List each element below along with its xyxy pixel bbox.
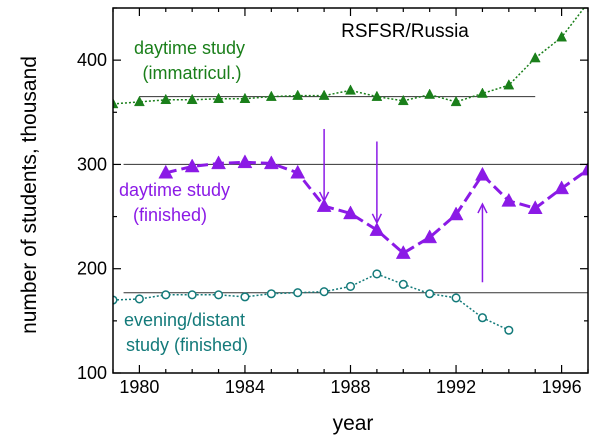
y-tick-label-200: 200	[77, 259, 107, 279]
x-tick-label-1984: 1984	[225, 377, 265, 397]
data-point-daytime-finished-1989	[369, 222, 385, 236]
series-label-evening-distant-line2: study (finished)	[126, 335, 248, 355]
data-point-daytime-finished-1993	[475, 166, 490, 181]
data-point-daytime-finished-1983	[211, 155, 226, 170]
data-point-daytime-finished-1982	[184, 158, 200, 173]
data-point-immatriculated-1989	[371, 90, 383, 101]
series-label-evening-distant-line1: evening/distant	[124, 310, 245, 330]
x-tick-label-1980: 1980	[119, 377, 159, 397]
data-point-daytime-finished-1991	[422, 229, 438, 244]
data-point-evening-distant-1992	[451, 293, 461, 303]
data-point-immatriculated-1983	[213, 92, 224, 103]
data-point-immatriculated-1992	[450, 95, 462, 107]
data-point-immatriculated-1991	[424, 88, 436, 99]
data-point-immatriculated-1990	[397, 94, 409, 106]
data-point-immatriculated-1984	[239, 92, 251, 103]
data-point-evening-distant-1991	[425, 289, 435, 299]
y-tick-label-400: 400	[77, 50, 107, 70]
data-point-evening-distant-1983	[214, 290, 224, 300]
data-point-daytime-finished-1997	[580, 161, 588, 176]
arrows	[318, 128, 488, 283]
data-point-immatriculated-1986	[292, 89, 304, 100]
data-point-immatriculated-1988	[345, 84, 356, 95]
data-point-immatriculated-1987	[318, 89, 330, 100]
axis-ticks: 1980 1984 1988 1992 1996 100 200 300 400	[77, 7, 589, 397]
arrow-head	[318, 191, 330, 203]
y-axis-title: number of students, thousand	[18, 56, 41, 334]
data-point-immatriculated-1979	[113, 97, 119, 109]
data-point-daytime-finished-1994	[501, 192, 517, 207]
x-tick-label-1996: 1996	[542, 377, 582, 397]
series-line-evening-distant	[113, 273, 510, 331]
data-point-evening-distant-1990	[398, 279, 408, 289]
data-point-evening-distant-1984	[240, 292, 250, 302]
data-point-evening-distant-1982	[187, 290, 197, 300]
data-point-daytime-finished-1992	[448, 206, 464, 221]
data-point-daytime-finished-1996	[554, 180, 570, 195]
x-axis-title: year	[333, 412, 374, 435]
data-point-immatriculated-1997	[583, 0, 593, 7]
series-label-evening-distant: evening/distant study (finished)	[124, 310, 250, 355]
series-label-daytime-finished: daytime study (finished)	[119, 180, 235, 225]
data-point-immatriculated-1996	[556, 31, 568, 42]
data-point-evening-distant-1994	[504, 325, 514, 335]
data-point-evening-distant-1981	[161, 290, 171, 300]
x-tick-label-1992: 1992	[436, 377, 476, 397]
series-label-daytime-finished-line1: daytime study	[119, 180, 230, 200]
series-label-immatriculated: daytime study (immatricul.)	[134, 38, 250, 83]
series-immatriculated	[113, 0, 593, 109]
arrow-head	[371, 213, 383, 225]
x-tick-label-1988: 1988	[330, 377, 370, 397]
data-point-immatriculated-1994	[503, 79, 515, 90]
arrow-down-1989	[371, 141, 383, 225]
data-point-daytime-finished-1990	[395, 245, 411, 259]
region-label: RSFSR/Russia	[341, 21, 469, 42]
data-point-immatriculated-1981	[160, 93, 172, 105]
series-layer	[113, 0, 593, 335]
data-point-evening-distant-1979	[113, 295, 118, 305]
data-point-evening-distant-1986	[293, 288, 303, 298]
data-point-immatriculated-1982	[186, 93, 198, 105]
data-point-daytime-finished-1995	[527, 200, 543, 214]
series-evening-distant	[113, 269, 514, 335]
arrow-head	[477, 202, 488, 214]
data-point-daytime-finished-1981	[158, 164, 174, 179]
data-point-daytime-finished-1985	[263, 155, 279, 170]
series-label-immatriculated-line2: (immatricul.)	[143, 63, 242, 83]
data-point-evening-distant-1989	[372, 269, 382, 279]
arrow-down-1987	[318, 128, 330, 203]
data-point-evening-distant-1993	[477, 313, 487, 323]
data-point-immatriculated-1980	[133, 95, 145, 107]
data-point-daytime-finished-1984	[237, 154, 253, 169]
data-point-daytime-finished-1986	[290, 164, 306, 179]
data-point-immatriculated-1995	[529, 52, 541, 63]
series-label-immatriculated-line1: daytime study	[134, 38, 245, 58]
y-tick-label-300: 300	[77, 154, 107, 174]
data-point-immatriculated-1985	[265, 90, 277, 101]
data-point-evening-distant-1988	[345, 281, 356, 291]
data-point-daytime-finished-1988	[343, 205, 358, 220]
data-point-evening-distant-1980	[134, 294, 144, 304]
series-daytime-finished	[158, 154, 588, 259]
data-point-immatriculated-1993	[477, 87, 488, 98]
data-point-evening-distant-1987	[319, 287, 329, 297]
arrow-up-1993	[477, 202, 488, 283]
y-tick-label-100: 100	[77, 363, 107, 383]
data-point-daytime-finished-1987	[316, 198, 332, 212]
series-line-daytime-finished	[165, 160, 588, 255]
series-label-daytime-finished-line2: (finished)	[133, 205, 207, 225]
data-point-evening-distant-1985	[266, 289, 276, 299]
